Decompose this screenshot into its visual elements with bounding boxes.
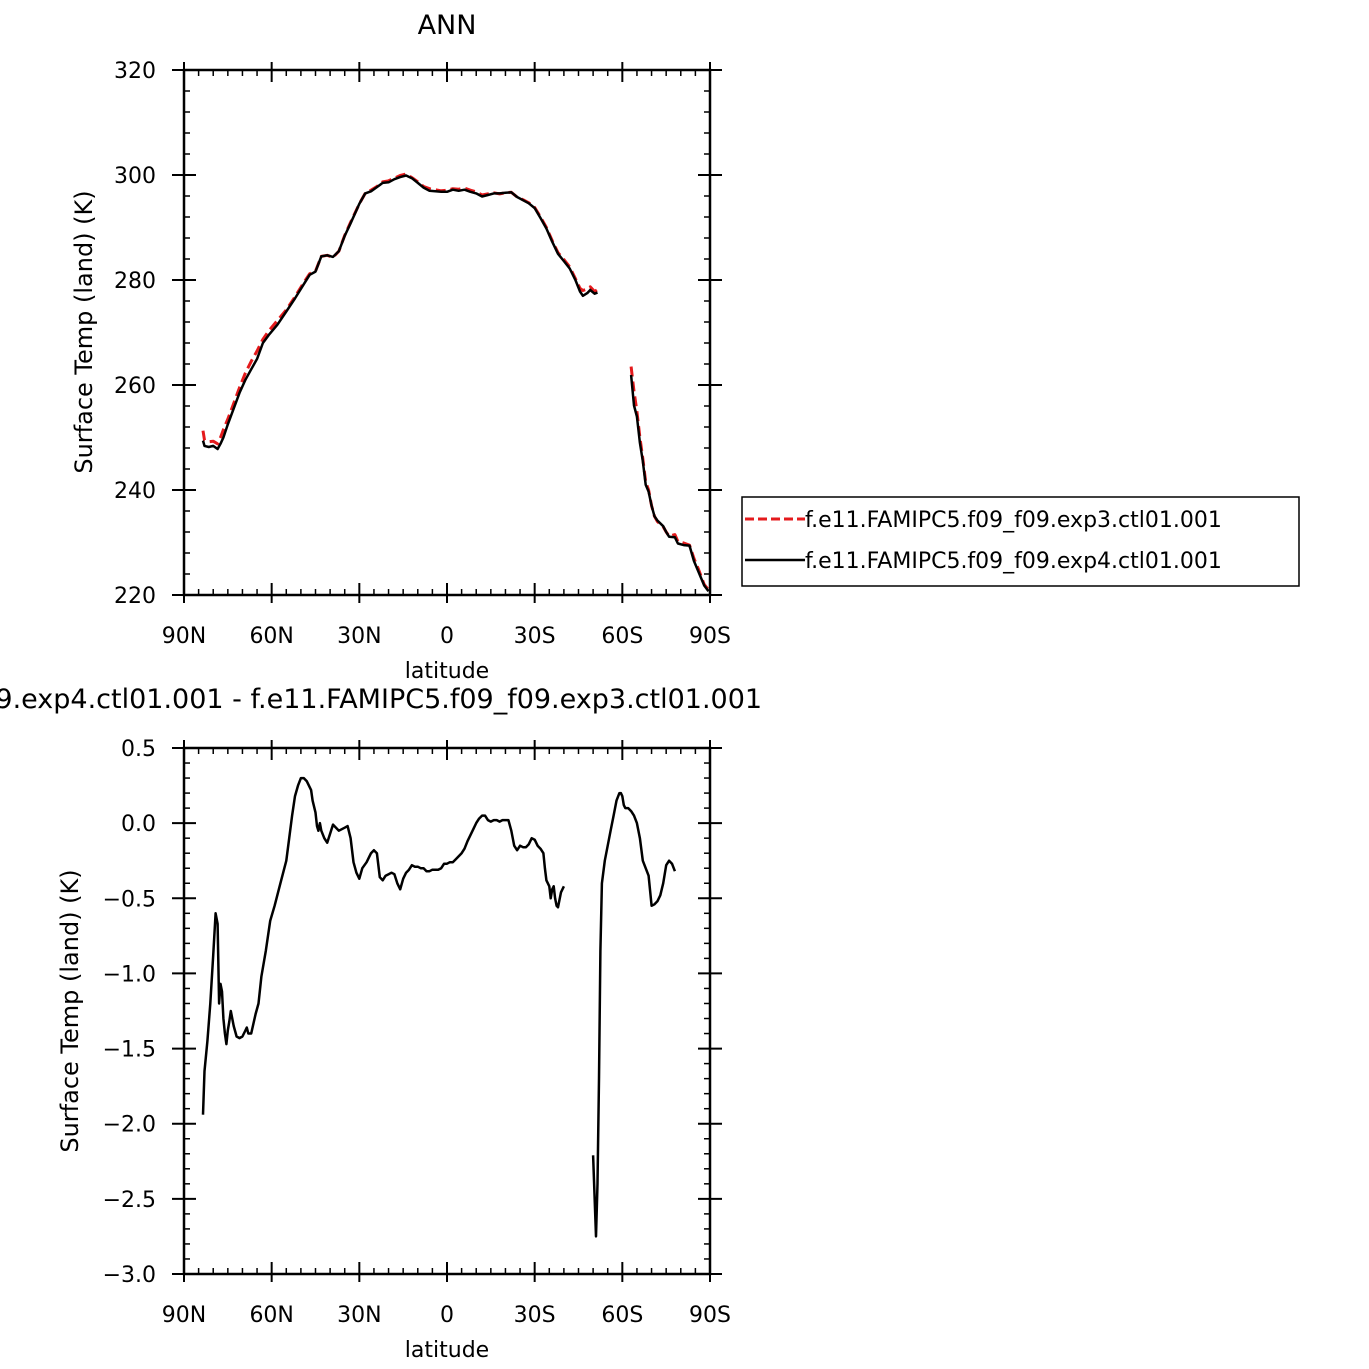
legend-box — [741, 496, 1300, 587]
bottom-x-tick-label: 0 — [440, 1303, 454, 1328]
bottom-chart-x-axis-label: latitude — [405, 1338, 489, 1363]
top-x-tick-label: 30S — [514, 624, 556, 649]
bottom-y-tick-label: −2.0 — [103, 1113, 156, 1138]
top-y-tick-label: 320 — [114, 59, 156, 84]
top-x-tick-label: 60S — [601, 624, 643, 649]
top-chart-tick-labels: 90N 60N 30N 0 30S 60S 90S 220 240 260 280 300 320 — [114, 59, 731, 649]
top-y-tick-label: 240 — [114, 479, 156, 504]
top-x-tick-label: 0 — [440, 624, 454, 649]
top-y-tick-label: 220 — [114, 584, 156, 609]
top-series-2-line-segment-2 — [629, 374, 710, 593]
top-y-tick-label: 280 — [114, 269, 156, 294]
top-chart-y-axis-label: Surface Temp (land) (K) — [70, 190, 98, 473]
legend-label-exp3: f.e11.FAMIPC5.f09_f09.exp3.ctl01.001 — [805, 508, 1222, 533]
top-y-tick-label: 260 — [114, 374, 156, 399]
bottom-y-tick-label: 0.5 — [121, 737, 156, 762]
top-chart-series — [201, 172, 710, 593]
top-x-tick-label: 30N — [337, 624, 381, 649]
bottom-x-tick-label: 60S — [601, 1303, 643, 1328]
bottom-chart-series — [201, 776, 677, 1238]
bottom-y-tick-label: −3.0 — [103, 1263, 156, 1288]
bottom-x-tick-label: 60N — [249, 1303, 293, 1328]
top-x-tick-label: 90N — [162, 624, 206, 649]
top-chart-x-axis-label: latitude — [405, 659, 489, 684]
top-chart-panel: ANN 90N 60N 30N 0 30S 60S 90S 220 240 260 280 300 32… — [70, 10, 731, 684]
bottom-series-1-line-segment-2 — [591, 791, 677, 1238]
bottom-chart-plot-frame — [182, 746, 712, 1276]
bottom-x-tick-label: 90N — [162, 1303, 206, 1328]
legend-label-exp4: f.e11.FAMIPC5.f09_f09.exp4.ctl01.001 — [805, 549, 1222, 574]
bottom-y-tick-label: 0.0 — [121, 812, 156, 837]
bottom-series-1-line-segment-1 — [201, 776, 566, 1115]
top-series-2-line-segment-1 — [201, 174, 598, 451]
top-chart-title: ANN — [418, 10, 477, 41]
bottom-chart-panel: f.e11.FAMIPC5.f09_f09.exp4.ctl01.001 - f… — [0, 684, 762, 1363]
bottom-y-tick-label: −1.0 — [103, 962, 156, 987]
bottom-x-tick-label: 90S — [689, 1303, 731, 1328]
top-chart-legend: f.e11.FAMIPC5.f09_f09.exp3.ctl01.001 f.e… — [741, 496, 1300, 587]
bottom-x-tick-label: 30N — [337, 1303, 381, 1328]
bottom-y-tick-label: −1.5 — [103, 1038, 156, 1063]
top-chart-plot-frame — [182, 68, 712, 597]
bottom-chart-y-axis-label: Surface Temp (land) (K) — [56, 869, 84, 1152]
bottom-chart-title: f.e11.FAMIPC5.f09_f09.exp4.ctl01.001 - f… — [0, 684, 762, 715]
bottom-y-tick-label: −0.5 — [103, 887, 156, 912]
top-x-tick-label: 90S — [689, 624, 731, 649]
top-y-tick-label: 300 — [114, 164, 156, 189]
bottom-x-tick-label: 30S — [514, 1303, 556, 1328]
bottom-chart-tick-labels: 90N 60N 30N 0 30S 60S 90S 0.5 0.0 −0.5 −1.0 −1.5 −2.… — [103, 737, 731, 1328]
bottom-y-tick-label: −2.5 — [103, 1188, 156, 1213]
top-x-tick-label: 60N — [249, 624, 293, 649]
